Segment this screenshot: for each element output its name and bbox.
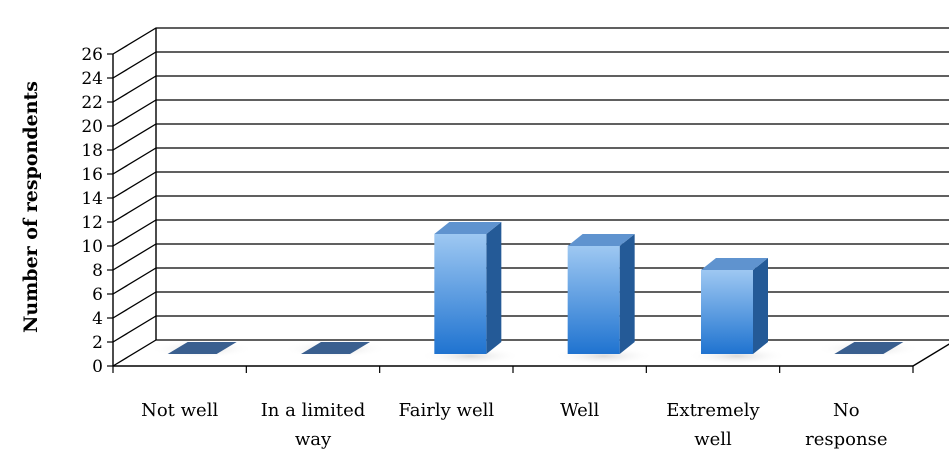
floor-right-edge [912,343,949,367]
bar-top [567,234,635,246]
bar-front [434,234,487,354]
gridline [112,291,949,319]
gridline [112,315,949,343]
x-category-label: Not well [141,400,218,421]
bar-side [619,234,635,354]
gridline [112,195,949,223]
gridline [112,27,949,55]
bar-zero [167,342,237,354]
y-tick-label: 20 [81,117,103,137]
x-category-label: Well [560,400,599,421]
x-category-label: No response [805,400,887,450]
bar-front [701,270,753,354]
x-category-label: Extremely well [666,400,760,450]
gridline [112,51,949,79]
bar [687,258,787,365]
x-category-label: Fairly well [399,400,495,421]
bar [283,340,387,358]
x-axis-ticks [112,366,914,373]
gridline [112,171,949,199]
bar [420,222,521,365]
y-axis-title: Number of respondents [20,81,42,333]
gridlines [112,27,949,367]
bar-side [486,222,502,354]
y-tick-label: 6 [92,285,103,305]
x-axis-labels: Not well In a limited way Fairly well Well Ex… [141,400,887,450]
bar-zero [301,342,370,354]
y-tick-label: 10 [81,237,103,257]
x-category-label: In a limited way [261,400,366,450]
bar [149,340,254,358]
y-tick-label: 18 [81,141,103,161]
gridline [112,75,949,103]
bar-side [753,258,768,354]
bars [149,222,921,365]
gridline [112,123,949,151]
y-tick-label: 14 [81,189,103,209]
bar [553,234,654,365]
y-tick-label: 26 [81,45,103,65]
y-tick-label: 8 [92,261,103,281]
bar [816,340,921,358]
bar-zero [834,342,904,354]
bar-top [434,222,502,234]
bar-front [567,246,620,354]
y-tick-label: 24 [81,69,103,89]
y-tick-label: 12 [81,213,103,233]
y-tick-label: 2 [92,333,103,353]
gridline [112,243,949,271]
chart-walls [112,28,949,367]
gridline [112,219,949,247]
bar-top [701,258,768,270]
y-tick-label: 4 [92,309,103,329]
y-tick-label: 22 [81,93,103,113]
gridline [112,99,949,127]
y-tick-label: 0 [92,357,103,377]
gridline [112,267,949,295]
y-tick-label: 16 [81,165,103,185]
gridline [112,147,949,175]
